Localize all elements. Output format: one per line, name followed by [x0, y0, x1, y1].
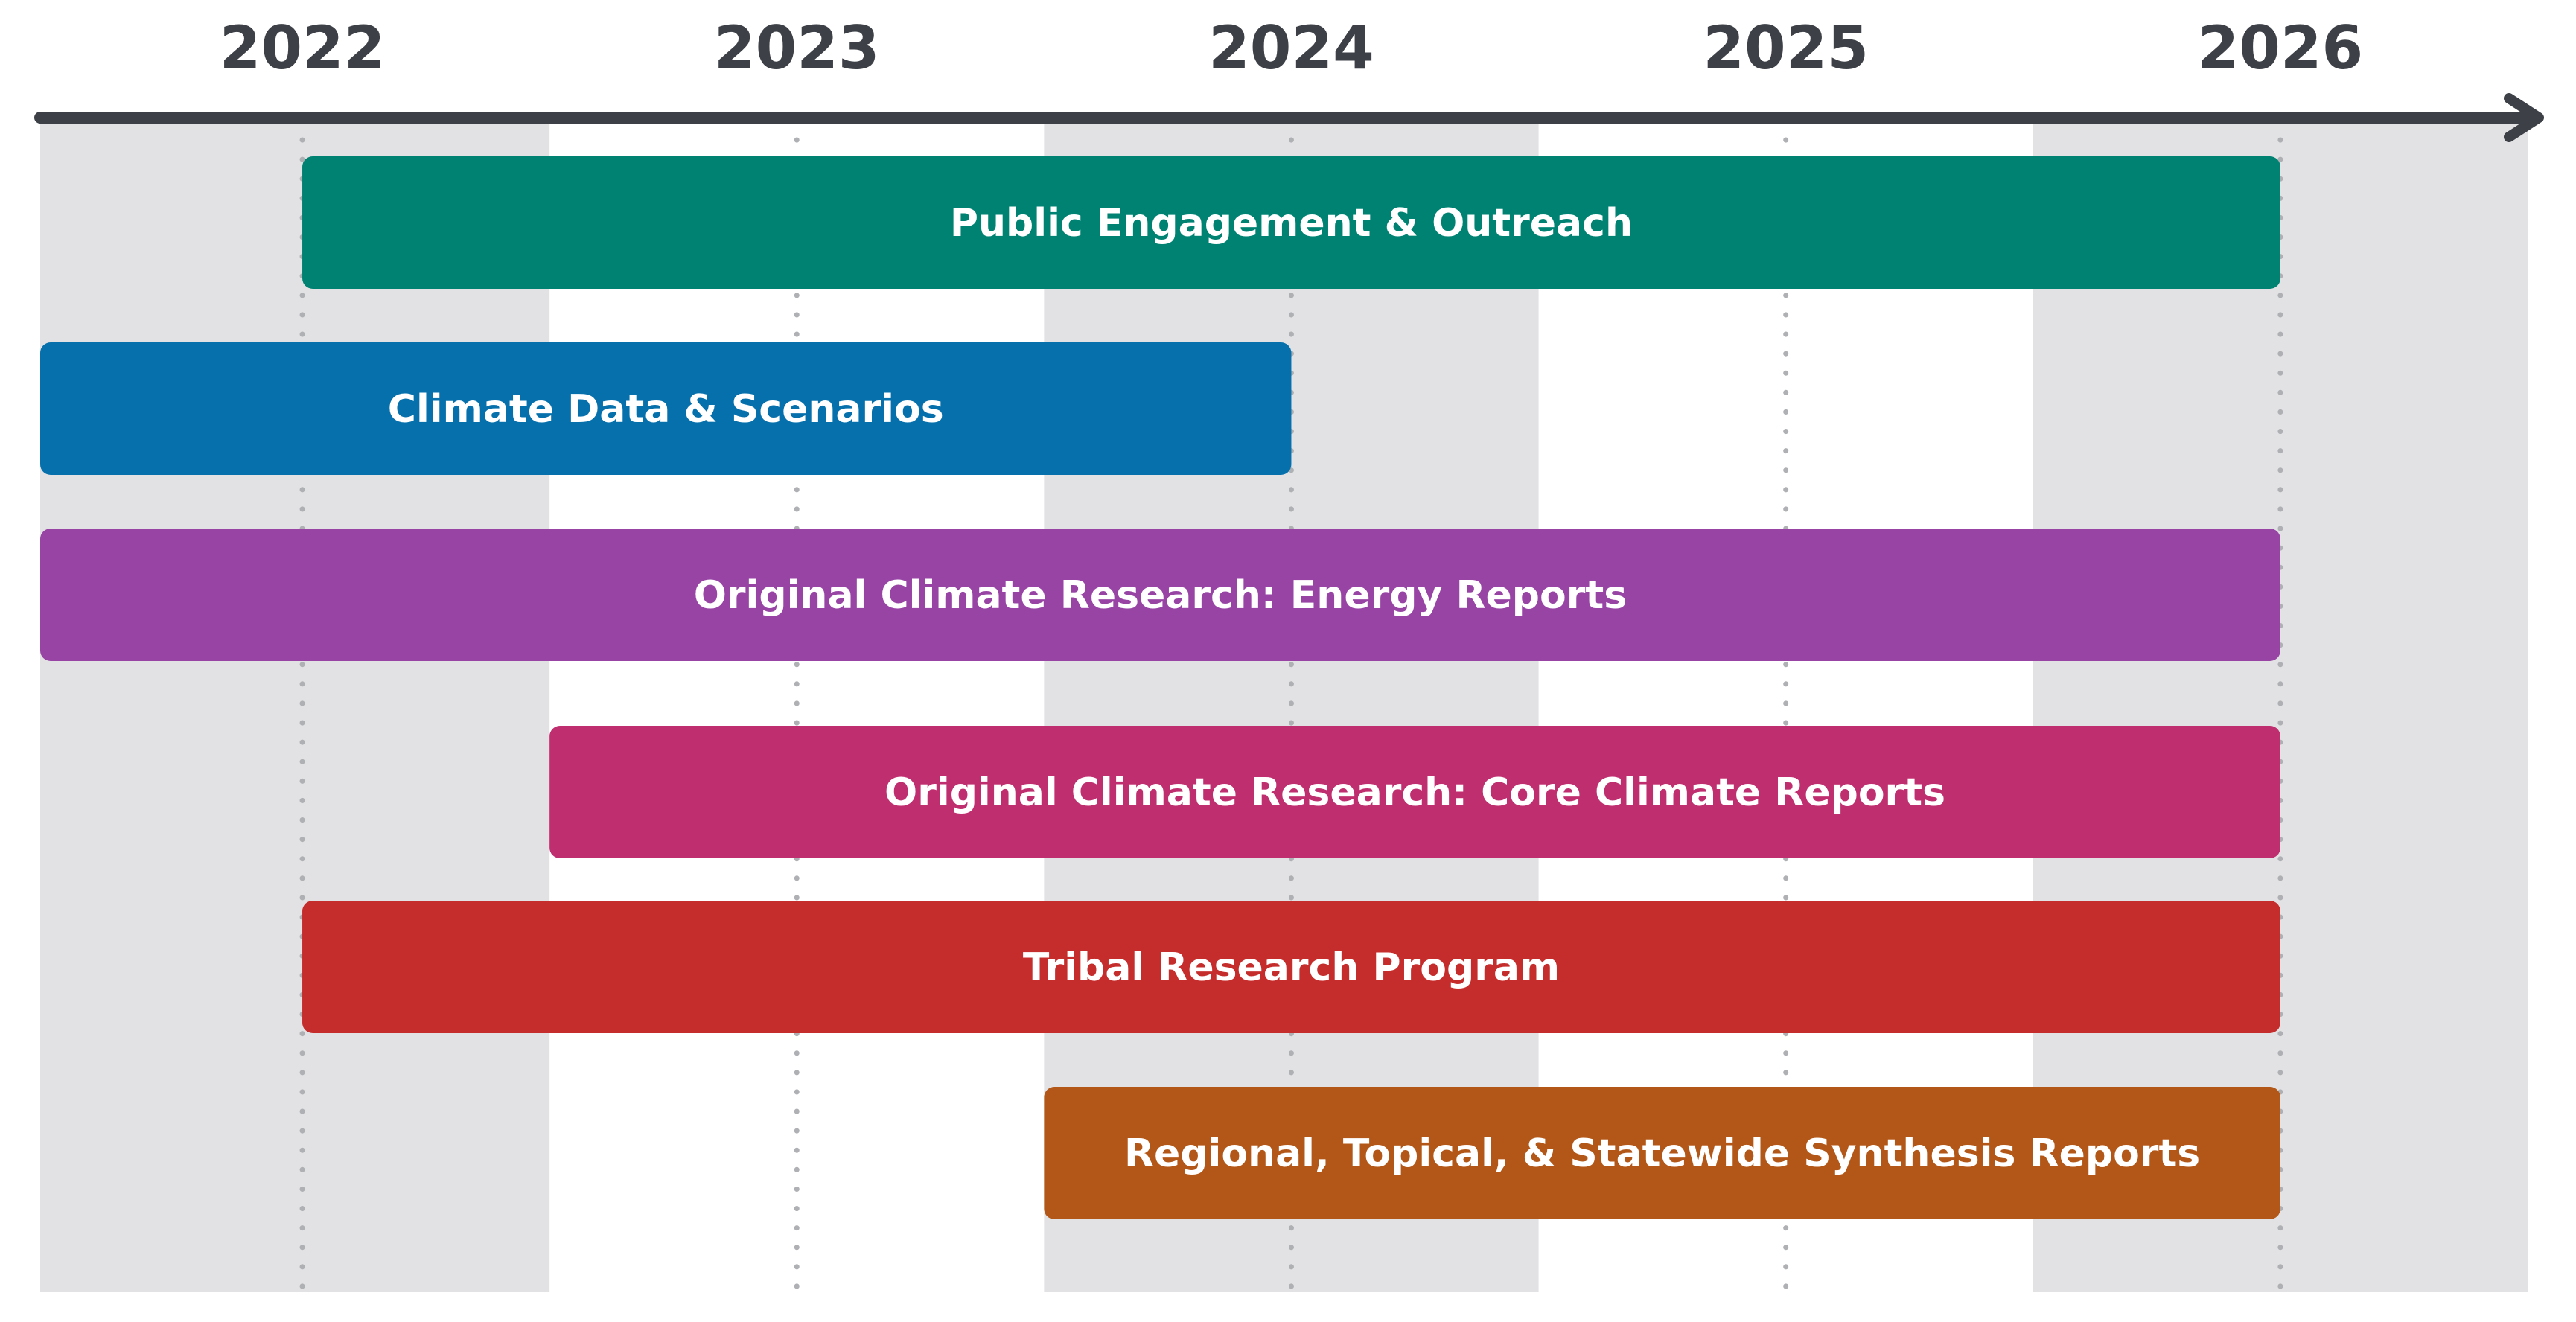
task-bar-label: Public Engagement & Outreach — [950, 201, 1633, 246]
task-bar-label: Climate Data & Scenarios — [388, 387, 944, 432]
task-bar-rect — [549, 726, 2280, 858]
task-bar-rect — [40, 529, 2280, 661]
year-label-2026: 2026 — [2198, 13, 2364, 83]
task-bar-3: Original Climate Research: Energy Report… — [40, 529, 2280, 661]
task-bar-1: Public Engagement & Outreach — [302, 156, 2280, 289]
task-bar-label: Regional, Topical, & Statewide Synthesis… — [1124, 1131, 2200, 1176]
task-bar-rect — [40, 342, 1292, 475]
task-bar-4: Original Climate Research: Core Climate … — [549, 726, 2280, 858]
task-bars: Public Engagement & Outreach Climate Data… — [40, 156, 2280, 1219]
year-label-2025: 2025 — [1703, 13, 1869, 83]
task-bar-label: Original Climate Research: Core Climate … — [884, 770, 1945, 815]
task-bar-rect — [302, 156, 2280, 289]
task-bar-label: Tribal Research Program — [1023, 945, 1560, 990]
task-bar-5: Tribal Research Program — [302, 901, 2280, 1033]
year-label-2023: 2023 — [714, 13, 880, 83]
task-bar-6: Regional, Topical, & Statewide Synthesis… — [1044, 1087, 2280, 1219]
timeline-axis — [34, 93, 2544, 142]
task-bar-rect — [302, 901, 2280, 1033]
task-bar-2: Climate Data & Scenarios — [40, 342, 1292, 475]
axis-arrowhead-icon — [2504, 93, 2544, 142]
task-bar-label: Original Climate Research: Energy Report… — [694, 573, 1627, 618]
year-label-2022: 2022 — [220, 13, 386, 83]
year-label-2024: 2024 — [1208, 13, 1374, 83]
year-tick-labels: 2022 2023 2024 2025 2026 — [220, 13, 2364, 83]
year-gridlines — [299, 137, 2283, 1295]
task-bar-rect — [1044, 1087, 2280, 1219]
year-band — [40, 118, 550, 1292]
